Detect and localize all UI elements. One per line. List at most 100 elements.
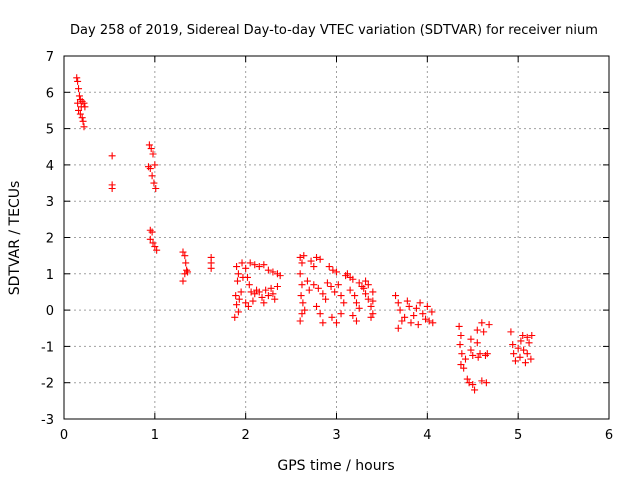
data-point — [419, 310, 427, 318]
y-tick-label: -3 — [41, 413, 54, 428]
data-point — [307, 257, 315, 265]
data-point — [364, 281, 372, 289]
data-point — [310, 281, 318, 289]
data-point — [474, 353, 482, 361]
data-point — [367, 302, 375, 310]
data-point — [471, 386, 479, 394]
data-point — [310, 263, 318, 271]
data-point — [416, 299, 424, 307]
data-point — [405, 302, 413, 310]
data-point — [337, 292, 345, 300]
data-point — [258, 293, 266, 301]
grid — [64, 56, 609, 419]
data-point — [75, 106, 83, 114]
y-axis-label: SDTVAR / TECUs — [7, 181, 23, 296]
data-point — [467, 335, 475, 343]
data-point — [73, 74, 81, 82]
data-point — [352, 299, 360, 307]
data-point — [242, 264, 250, 272]
x-axis-label: GPS time / hours — [277, 458, 394, 474]
data-point — [473, 326, 481, 334]
data-point — [148, 228, 156, 236]
data-point — [429, 319, 437, 327]
data-point — [482, 379, 490, 387]
data-point — [183, 266, 191, 274]
data-point — [251, 290, 259, 298]
data-point — [521, 359, 529, 367]
data-point — [343, 270, 351, 278]
data-point — [150, 179, 158, 187]
data-point — [182, 259, 190, 267]
data-point — [422, 315, 430, 323]
data-point — [108, 152, 116, 160]
data-point — [394, 299, 402, 307]
data-point — [364, 295, 372, 303]
data-point — [483, 350, 491, 358]
data-point — [298, 281, 306, 289]
y-tick-label: 2 — [46, 232, 54, 247]
data-point — [144, 163, 152, 171]
y-tick-label: 0 — [46, 304, 54, 319]
data-point — [469, 351, 477, 359]
data-point — [325, 263, 333, 271]
data-point — [234, 308, 242, 316]
data-point — [340, 299, 348, 307]
data-point — [79, 117, 87, 125]
data-point — [458, 350, 466, 358]
data-point — [255, 288, 263, 296]
data-point — [507, 328, 515, 336]
data-point — [523, 350, 531, 358]
data-point — [271, 295, 279, 303]
data-point — [305, 286, 313, 294]
data-point — [301, 306, 309, 314]
data-point — [74, 77, 82, 85]
data-point — [467, 346, 475, 354]
data-point — [146, 226, 154, 234]
axis-ticks: 0 1 2 3 4 5 6 -3 -2 -1 0 1 2 3 4 5 6 7 — [41, 50, 613, 443]
plot-frame — [63, 55, 610, 420]
data-point — [255, 263, 263, 271]
data-point — [457, 332, 465, 340]
data-point — [152, 184, 160, 192]
data-point — [394, 324, 402, 332]
data-point — [327, 283, 335, 291]
data-point — [334, 281, 342, 289]
data-point — [243, 273, 251, 281]
data-point — [233, 277, 241, 285]
data-point — [342, 272, 350, 280]
data-point — [148, 172, 156, 180]
data-point — [322, 295, 330, 303]
data-point — [207, 264, 215, 272]
data-point — [392, 292, 400, 300]
data-point — [298, 310, 306, 318]
data-point — [246, 259, 254, 267]
data-point — [238, 259, 246, 267]
data-point — [457, 361, 465, 369]
data-point — [249, 297, 257, 305]
data-point — [232, 292, 240, 300]
data-point — [414, 321, 422, 329]
data-point — [319, 319, 327, 327]
data-point — [267, 284, 275, 292]
data-point — [260, 261, 268, 269]
data-point — [235, 295, 243, 303]
data-point — [407, 319, 415, 327]
data-point — [233, 301, 241, 309]
data-point — [260, 299, 268, 307]
data-point — [478, 319, 486, 327]
data-point — [108, 184, 116, 192]
data-point — [251, 261, 259, 269]
data-point — [423, 302, 431, 310]
data-point — [314, 284, 322, 292]
data-point — [480, 328, 488, 336]
data-point — [262, 286, 270, 294]
data-point — [412, 304, 420, 312]
data-point — [469, 381, 477, 389]
data-point — [316, 255, 324, 263]
data-point — [149, 150, 157, 158]
data-point — [146, 235, 154, 243]
data-point — [527, 355, 535, 363]
data-point — [299, 299, 307, 307]
data-point — [362, 290, 370, 298]
